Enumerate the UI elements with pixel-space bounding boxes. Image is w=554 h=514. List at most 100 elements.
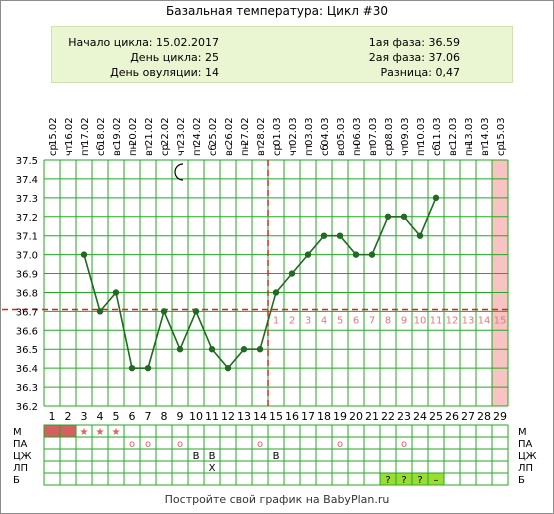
y-tick-label: 36.8 xyxy=(16,288,38,299)
temperature-point xyxy=(384,213,392,220)
table-cell xyxy=(411,436,429,450)
table-cell xyxy=(459,472,477,486)
day-number-label: 6 xyxy=(129,410,136,423)
y-tick-label: 36.3 xyxy=(16,383,38,394)
y-tick-label: 37.4 xyxy=(16,175,38,186)
table-cell xyxy=(171,460,189,474)
table-cell xyxy=(347,460,365,474)
day-number-label: 10 xyxy=(189,410,203,423)
date-label: 13.03 xyxy=(464,117,475,146)
table-cell xyxy=(475,460,493,474)
table-cell xyxy=(155,472,173,486)
cycle-info-panel: Начало цикла: 15.02.2017 День цикла: 25 … xyxy=(51,26,513,83)
table-cell xyxy=(187,436,205,450)
y-tick-label: 36.9 xyxy=(16,270,38,281)
temperature-point xyxy=(272,289,280,296)
table-cell xyxy=(267,472,285,486)
table-cell-mark: – xyxy=(434,475,439,486)
phase1-label: 1ая фаза: 36.59 xyxy=(368,36,460,49)
table-cell xyxy=(91,448,109,462)
table-cell xyxy=(219,436,237,450)
table-cell xyxy=(283,448,301,462)
table-cell xyxy=(331,448,349,462)
weekday-label: пн xyxy=(240,143,251,156)
table-cell-mark: ★ xyxy=(96,427,105,438)
table-cell xyxy=(123,448,141,462)
date-label: 24.02 xyxy=(192,117,203,146)
post-ovulation-day-label: 9 xyxy=(401,315,407,326)
table-cell-mark: ? xyxy=(385,475,390,486)
table-cell-mark: B xyxy=(273,451,280,462)
table-cell xyxy=(315,436,333,450)
table-cell xyxy=(475,472,493,486)
footer-link-text[interactable]: Постройте свой график на BabyPlan.ru xyxy=(164,493,390,506)
day-number-label: 14 xyxy=(253,410,267,423)
table-cell xyxy=(347,424,365,438)
weekday-label: пт xyxy=(192,143,203,156)
table-cell xyxy=(443,448,461,462)
table-cell xyxy=(299,424,317,438)
table-cell xyxy=(235,448,253,462)
day-number-label: 21 xyxy=(365,410,379,423)
table-cell xyxy=(43,424,61,438)
temperature-point xyxy=(336,232,344,239)
chart-title: Базальная температура: Цикл #30 xyxy=(165,4,388,18)
table-cell xyxy=(75,448,93,462)
day-number-label: 19 xyxy=(333,410,347,423)
table-cell xyxy=(267,424,285,438)
day-number-label: 25 xyxy=(429,410,443,423)
weekday-label: вс xyxy=(112,145,123,156)
day-number-label: 1 xyxy=(49,410,56,423)
y-tick-label: 36.6 xyxy=(16,326,38,337)
post-ovulation-day-label: 15 xyxy=(494,315,507,326)
table-cell xyxy=(139,448,157,462)
weekday-label: ср xyxy=(48,144,59,156)
table-cell xyxy=(459,436,477,450)
row-label-right: М xyxy=(518,427,527,438)
temperature-point xyxy=(128,364,136,372)
table-cell xyxy=(219,448,237,462)
day-number-label: 23 xyxy=(397,410,411,423)
table-cell-mark: o xyxy=(401,439,407,450)
temperature-point xyxy=(160,308,168,315)
table-cell xyxy=(491,436,509,450)
weekday-label: пт xyxy=(80,143,91,156)
y-tick-label: 36.7 xyxy=(16,307,38,318)
table-cell xyxy=(267,460,285,474)
day-number-label: 22 xyxy=(381,410,395,423)
table-cell xyxy=(427,460,445,474)
weekday-label: ср xyxy=(384,144,395,156)
table-cell xyxy=(43,448,61,462)
date-label: 28.02 xyxy=(256,117,267,146)
table-cell xyxy=(75,460,93,474)
day-number-label: 24 xyxy=(413,410,427,423)
y-tick-label: 37.5 xyxy=(16,156,38,167)
table-cell xyxy=(59,424,77,438)
y-tick-label: 36.4 xyxy=(16,364,38,375)
phase2-label: 2ая фаза: 37.06 xyxy=(368,51,460,64)
current-day-column xyxy=(492,160,508,406)
table-cell xyxy=(219,424,237,438)
table-cell xyxy=(427,424,445,438)
temperature-point xyxy=(256,346,264,353)
post-ovulation-day-label: 11 xyxy=(430,315,443,326)
table-cell xyxy=(395,424,413,438)
table-cell xyxy=(443,472,461,486)
weekday-label: вс xyxy=(448,145,459,156)
weekday-label: вт xyxy=(480,144,491,156)
row-label-right: ЛП xyxy=(518,463,533,474)
y-tick-label: 37.0 xyxy=(16,251,38,262)
temperature-point xyxy=(368,251,376,258)
table-cell xyxy=(411,448,429,462)
row-label-right: ЦЖ xyxy=(518,451,537,462)
difference-label: Разница: 0,47 xyxy=(380,66,461,79)
weekday-label: пн xyxy=(352,143,363,156)
table-cell xyxy=(395,448,413,462)
table-cell xyxy=(187,424,205,438)
moon-icon xyxy=(174,163,184,181)
table-cell xyxy=(315,460,333,474)
table-cell xyxy=(379,436,397,450)
table-cell-mark: X xyxy=(209,463,216,474)
cycle-start-label: Начало цикла: 15.02.2017 xyxy=(68,36,219,49)
